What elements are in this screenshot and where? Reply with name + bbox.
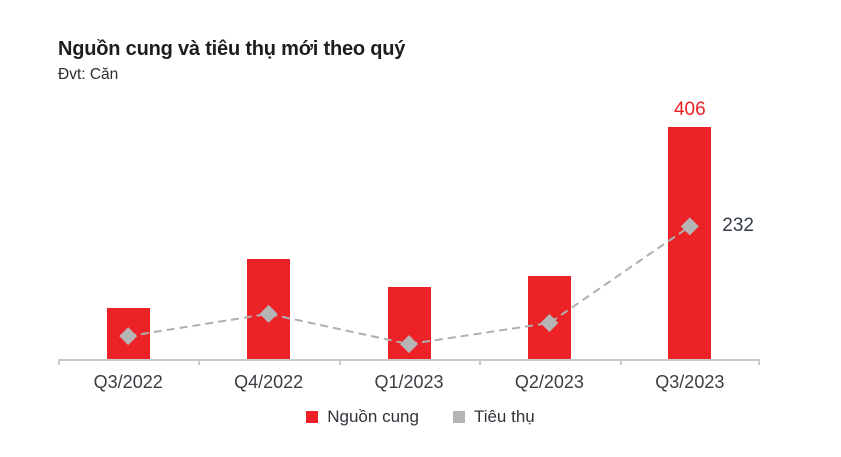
x-axis-label-q3-2022: Q3/2022 <box>93 372 163 392</box>
x-axis-labels: Q3/2022 Q4/2022 Q1/2023 Q2/2023 Q3/2023 <box>58 372 760 393</box>
legend: Nguồn cung Tiêu thụ <box>0 407 841 427</box>
chart-title: Nguồn cung và tiêu thụ mới theo quý <box>58 38 406 60</box>
legend-item-tieu-thu: Tiêu thụ <box>452 407 535 427</box>
x-axis-tick <box>758 360 760 365</box>
legend-item-nguon-cung: Nguồn cung <box>306 407 419 427</box>
chart-unit-label: Đvt: Căn <box>58 66 119 83</box>
value-label-ti-u-th--q3-2023: 232 <box>722 215 754 237</box>
x-axis-tick <box>58 360 60 365</box>
plot-area: 406 232 <box>58 0 760 365</box>
x-axis-tick <box>619 360 622 365</box>
x-axis-tick <box>479 360 482 365</box>
value-label-ngu-n-cung-q3-2023: 406 <box>673 99 706 120</box>
legend-label-nguon-cung: Nguồn cung <box>327 407 419 426</box>
line-layer <box>119 217 699 354</box>
x-axis-line <box>58 359 760 361</box>
tieu-thu-dashed-line <box>128 225 691 346</box>
diamond-marker-q4-2022 <box>259 304 278 323</box>
diamond-marker-q1-2023 <box>400 335 418 354</box>
bar-q3-2023 <box>668 127 712 359</box>
legend-label-tieu-thu: Tiêu thụ <box>473 407 535 426</box>
legend-swatch-nguon-cung <box>306 411 319 423</box>
legend-swatch-tieu-thu <box>452 411 465 423</box>
x-axis-label-q2-2023: Q2/2023 <box>514 372 584 392</box>
x-axis-label-q1-2023: Q1/2023 <box>374 372 444 392</box>
x-axis-label-q4-2022: Q4/2022 <box>234 372 304 392</box>
x-axis-tick <box>338 360 341 365</box>
x-axis-label-q3-2023: Q3/2023 <box>655 372 725 392</box>
x-axis-tick <box>198 360 201 365</box>
diamond-marker-q2-2023 <box>540 314 559 332</box>
diamond-marker-q3-2023 <box>680 217 699 236</box>
diamond-marker-q3-2022 <box>119 327 138 346</box>
